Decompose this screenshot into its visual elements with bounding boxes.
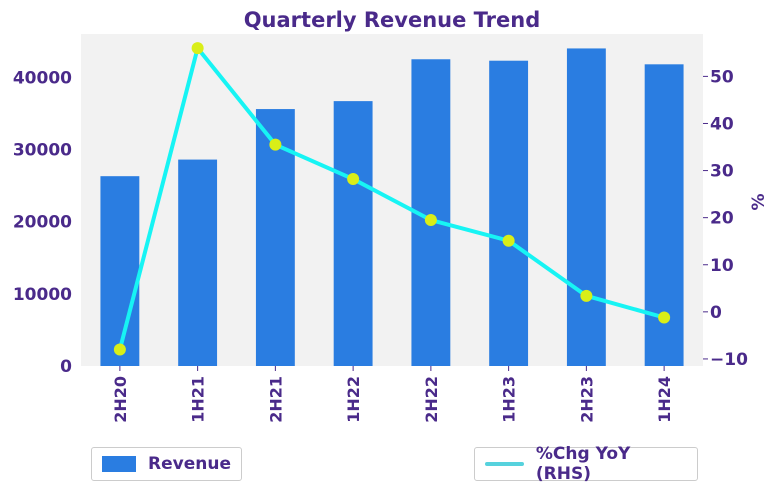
right-axis: −10 0 10 20 30 40 50 [703,67,748,370]
legend-yoy: %Chg YoY (RHS) [474,444,698,484]
yoy-point-2H23 [580,289,593,302]
yoy-point-1H22 [347,173,360,186]
right-tick-label: 10 [710,256,734,276]
left-axis: 0 10000 20000 30000 40000 [13,68,72,377]
legend-yoy-swatch [485,462,524,466]
chart-title: Quarterly Revenue Trend [244,8,541,32]
x-tick-label: 2H22 [422,376,441,423]
x-tick-label: 1H21 [189,376,208,423]
bar-1H21 [178,159,218,366]
x-tick-label: 2H23 [577,376,596,423]
yoy-point-1H24 [658,311,671,324]
yoy-line-layer [113,42,671,356]
right-tick-label: 50 [710,67,734,87]
bar-2H20 [100,176,140,366]
legend-yoy-label: %Chg YoY (RHS) [535,444,631,484]
legend-revenue-swatch [102,456,137,472]
bar-1H22 [333,101,373,367]
yoy-point-2H22 [424,214,437,227]
yoy-point-1H21 [191,42,204,55]
yoy-point-1H23 [502,234,515,247]
left-tick-label: 0 [60,357,72,377]
x-tick-label: 1H24 [655,376,674,423]
yoy-line [117,46,665,351]
right-tick-label: −10 [710,350,748,370]
legend-revenue-label: Revenue [148,454,231,474]
right-tick-label: 40 [710,114,734,134]
x-tick-label: 1H23 [500,376,519,423]
x-tick-label: 1H22 [344,376,363,423]
right-tick-label: 20 [710,209,734,229]
yoy-point-2H20 [113,343,126,356]
x-tick-label: 2H21 [266,376,285,423]
x-tick-label: 2H20 [111,376,130,423]
legend-revenue: Revenue [91,447,242,481]
left-tick-label: 20000 [13,213,72,233]
left-tick-label: 40000 [13,68,72,88]
left-tick-label: 10000 [13,285,72,305]
x-axis: 2H20 1H21 2H21 1H22 2H22 1H23 2H23 1H24 [111,366,674,423]
left-tick-label: 30000 [13,140,72,160]
bar-2H23 [566,48,606,366]
yoy-point-2H21 [269,138,282,151]
bar-1H23 [489,60,529,367]
right-axis-label: % [749,193,769,210]
right-tick-label: 30 [710,162,734,182]
right-tick-label: 0 [710,303,722,323]
